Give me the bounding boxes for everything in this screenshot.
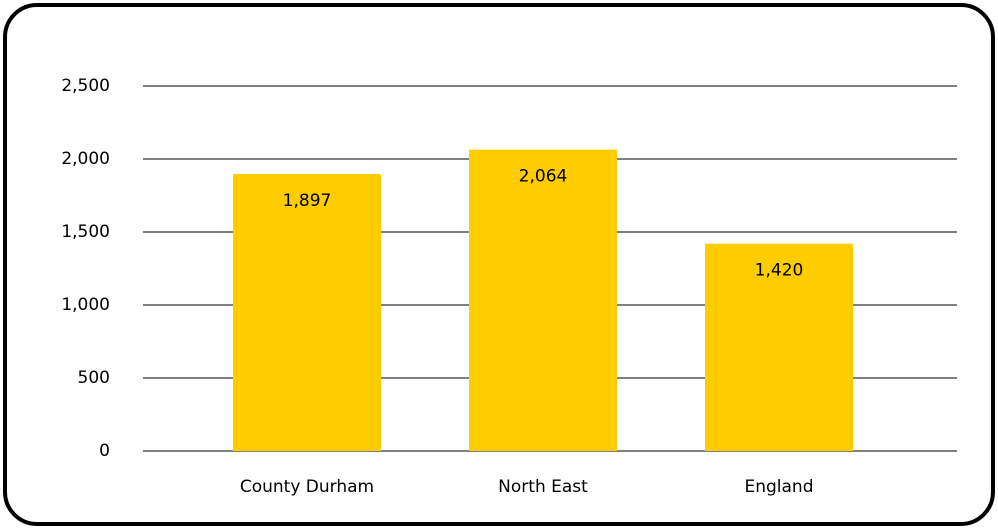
y-tick-label: 1,500 [61,222,110,242]
data-label: 1,420 [755,261,804,281]
bar [233,174,381,451]
data-label: 1,897 [283,191,332,211]
x-tick-label: County Durham [240,477,374,497]
x-tick-label: North East [498,477,588,497]
y-tick-label: 1,000 [61,295,110,315]
y-tick-label: 0 [99,441,110,461]
bar [469,149,617,451]
x-tick-label: England [744,477,813,497]
y-tick-label: 500 [78,368,110,388]
y-tick-label: 2,500 [61,76,110,96]
bar [705,243,853,451]
y-tick-label: 2,000 [61,149,110,169]
data-label: 2,064 [519,167,568,187]
